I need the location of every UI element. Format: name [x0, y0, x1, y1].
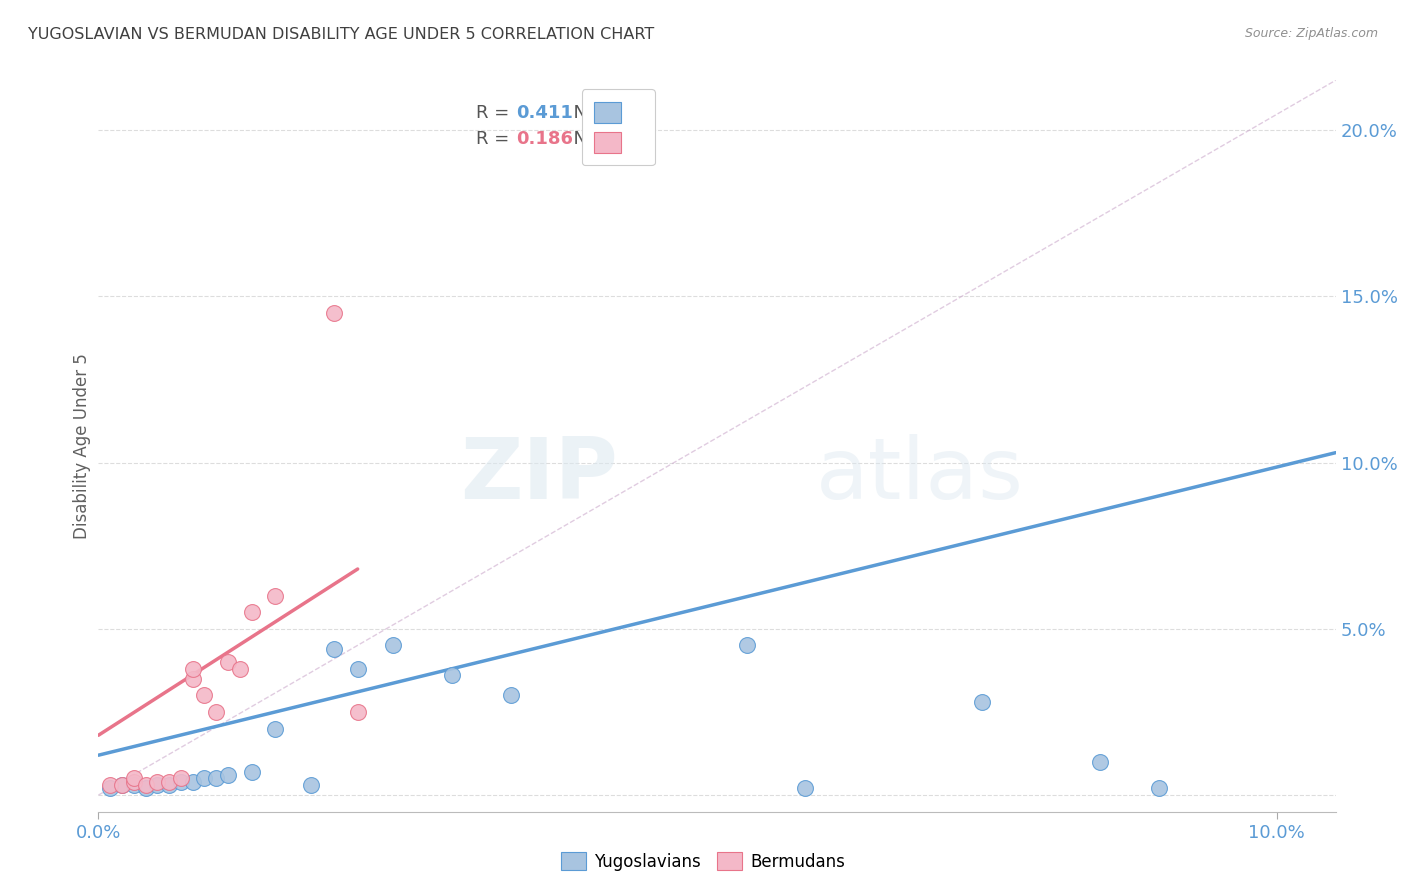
Point [323, 641, 346, 656]
Point [111, 778, 134, 792]
Point [205, 705, 228, 719]
Point [98, 778, 121, 792]
Point [111, 778, 134, 792]
Point [157, 774, 180, 789]
Text: YUGOSLAVIAN VS BERMUDAN DISABILITY AGE UNDER 5 CORRELATION CHART: YUGOSLAVIAN VS BERMUDAN DISABILITY AGE U… [28, 27, 654, 42]
Text: 0.186: 0.186 [516, 130, 574, 148]
Text: 0.411: 0.411 [516, 104, 574, 122]
Point [193, 689, 215, 703]
Point [440, 668, 463, 682]
Y-axis label: Disability Age Under 5: Disability Age Under 5 [73, 353, 91, 539]
Point [135, 781, 157, 796]
Point [205, 772, 228, 786]
Point [499, 689, 522, 703]
Point [217, 768, 239, 782]
Point [135, 778, 157, 792]
Point [193, 772, 215, 786]
Point [264, 589, 287, 603]
Point [240, 605, 263, 619]
Point [240, 764, 263, 779]
Point [229, 662, 252, 676]
Legend:   ,   : , [582, 89, 655, 165]
Point [794, 781, 817, 796]
Text: 18: 18 [612, 130, 637, 148]
Point [346, 662, 368, 676]
Point [972, 695, 994, 709]
Point [1147, 781, 1170, 796]
Point [1088, 755, 1111, 769]
Text: atlas: atlas [815, 434, 1024, 516]
Point [323, 306, 346, 320]
Point [170, 774, 193, 789]
Point [181, 672, 204, 686]
Point [217, 655, 239, 669]
Point [264, 722, 287, 736]
Text: N =: N = [562, 104, 614, 122]
Point [181, 774, 204, 789]
Point [157, 778, 180, 792]
Text: R =: R = [475, 130, 515, 148]
Legend: Yugoslavians, Bermudans: Yugoslavians, Bermudans [553, 844, 853, 880]
Point [122, 778, 145, 792]
Point [735, 639, 758, 653]
Point [98, 781, 121, 796]
Point [299, 778, 322, 792]
Point [382, 639, 405, 653]
Point [122, 772, 145, 786]
Point [346, 705, 368, 719]
Point [122, 774, 145, 789]
Text: N =: N = [562, 130, 614, 148]
Point [181, 662, 204, 676]
Point [146, 778, 169, 792]
Point [170, 772, 193, 786]
Text: ZIP: ZIP [460, 434, 619, 516]
Text: R =: R = [475, 104, 515, 122]
Text: Source: ZipAtlas.com: Source: ZipAtlas.com [1244, 27, 1378, 40]
Text: 20: 20 [612, 104, 637, 122]
Point [146, 774, 169, 789]
